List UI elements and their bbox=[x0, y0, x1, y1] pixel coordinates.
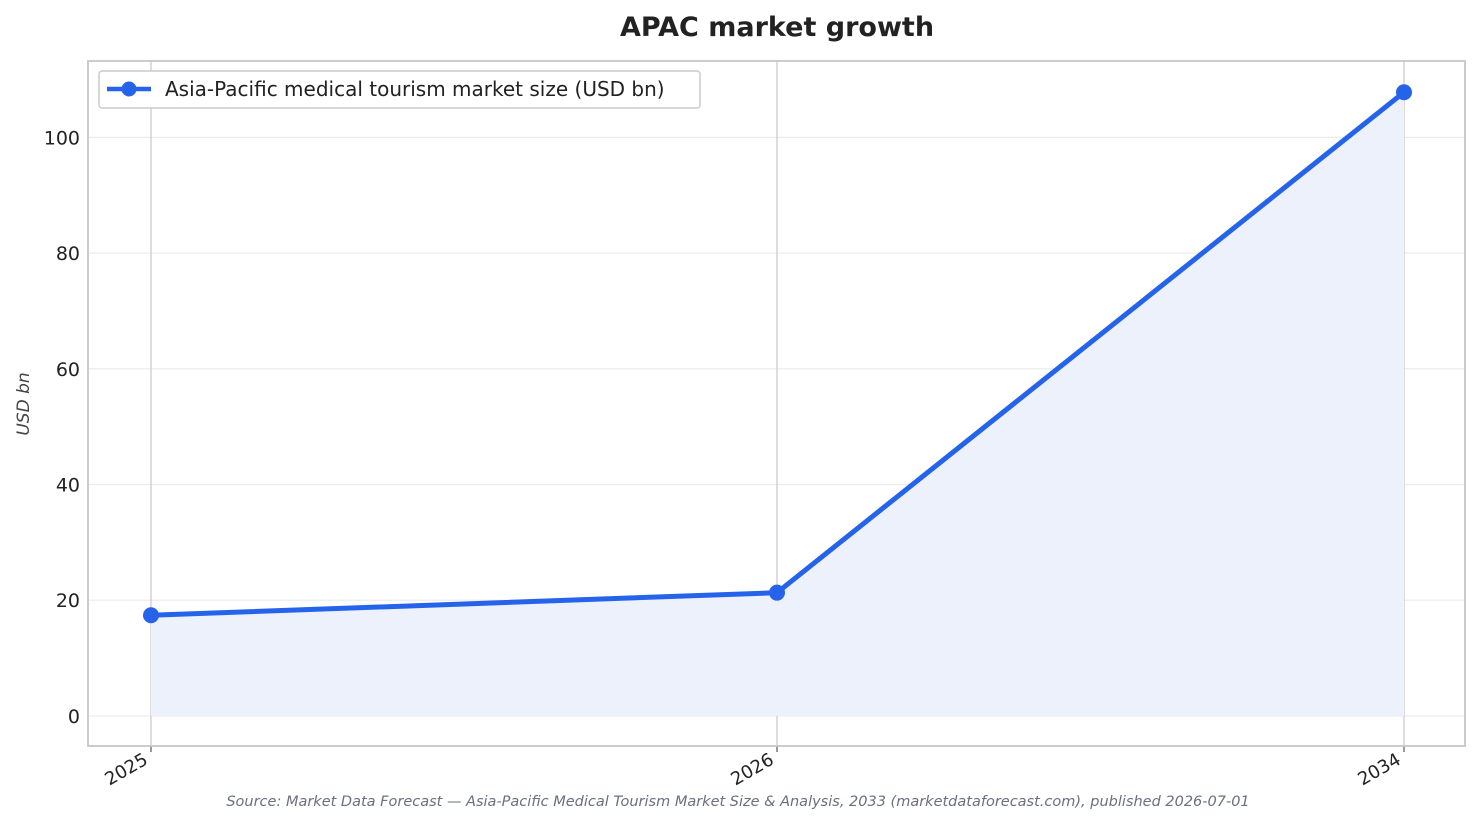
legend-marker-swatch bbox=[121, 81, 137, 97]
x-tick-label: 2026 bbox=[727, 749, 777, 790]
x-tick-label: 2034 bbox=[1354, 749, 1404, 790]
data-point-2034 bbox=[1396, 84, 1412, 101]
legend: Asia-Pacific medical tourism market size… bbox=[98, 70, 701, 109]
y-tick-label: 0 bbox=[68, 706, 80, 728]
y-tick-label: 20 bbox=[56, 590, 80, 612]
legend-entry-label: Asia-Pacific medical tourism market size… bbox=[165, 77, 665, 101]
data-point-2025 bbox=[143, 607, 159, 624]
series-area-fill bbox=[151, 92, 1404, 716]
source-note: Source: Market Data Forecast — Asia-Paci… bbox=[226, 794, 1249, 810]
plot-area: 0 20 40 60 80 100 2025 2026 2034 bbox=[44, 60, 1466, 790]
data-point-2026 bbox=[769, 584, 785, 601]
y-axis-label: USD bn bbox=[14, 372, 34, 435]
x-tick-label: 2025 bbox=[101, 749, 151, 790]
y-tick-label: 80 bbox=[56, 243, 80, 265]
y-tick-label: 40 bbox=[56, 474, 80, 496]
y-tick-label: 60 bbox=[56, 359, 80, 381]
chart-title: APAC market growth bbox=[620, 12, 934, 43]
y-tick-label: 100 bbox=[44, 127, 80, 149]
legend-box bbox=[98, 70, 701, 109]
plot-frame bbox=[87, 60, 1466, 747]
